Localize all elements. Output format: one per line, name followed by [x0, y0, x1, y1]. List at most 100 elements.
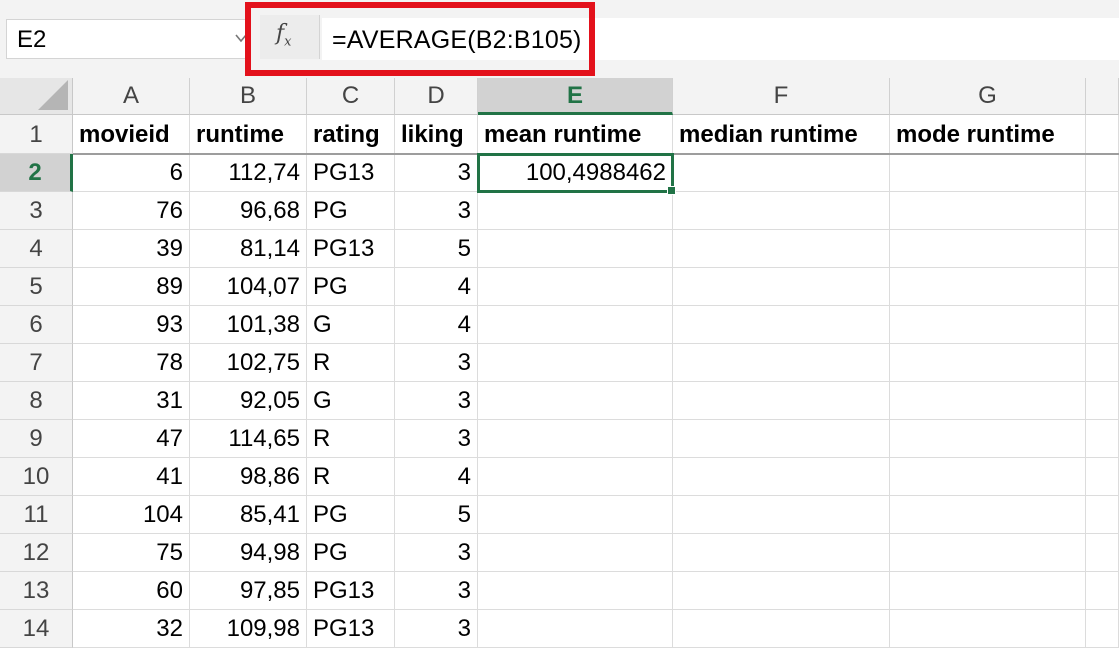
- cell-a11[interactable]: 104: [73, 496, 190, 534]
- header-cell-b[interactable]: runtime: [190, 115, 307, 154]
- cell-e7[interactable]: [478, 344, 673, 382]
- name-box[interactable]: E2: [6, 19, 250, 59]
- cell-b9[interactable]: 114,65: [190, 420, 307, 458]
- cell-e13[interactable]: [478, 572, 673, 610]
- cell-f10[interactable]: [673, 458, 890, 496]
- cell-a4[interactable]: 39: [73, 230, 190, 268]
- cell-e3[interactable]: [478, 192, 673, 230]
- cell-g10[interactable]: [890, 458, 1086, 496]
- cell-d3[interactable]: 3: [395, 192, 478, 230]
- row-header-8[interactable]: 8: [0, 382, 73, 420]
- cell-h10[interactable]: [1086, 458, 1119, 496]
- cell-f3[interactable]: [673, 192, 890, 230]
- cell-a14[interactable]: 32: [73, 610, 190, 648]
- column-header-h[interactable]: [1086, 78, 1119, 115]
- select-all-button[interactable]: [0, 78, 73, 115]
- cell-h5[interactable]: [1086, 268, 1119, 306]
- cell-a2[interactable]: 6: [73, 154, 190, 192]
- cell-g8[interactable]: [890, 382, 1086, 420]
- cell-c13[interactable]: PG13: [307, 572, 395, 610]
- cell-h8[interactable]: [1086, 382, 1119, 420]
- cell-e2[interactable]: 100,4988462: [478, 154, 673, 192]
- cell-d2[interactable]: 3: [395, 154, 478, 192]
- column-header-b[interactable]: B: [190, 78, 307, 115]
- cell-h6[interactable]: [1086, 306, 1119, 344]
- cell-c2[interactable]: PG13: [307, 154, 395, 192]
- row-header-6[interactable]: 6: [0, 306, 73, 344]
- cell-a13[interactable]: 60: [73, 572, 190, 610]
- cell-d6[interactable]: 4: [395, 306, 478, 344]
- cell-c12[interactable]: PG: [307, 534, 395, 572]
- cell-h2[interactable]: [1086, 154, 1119, 192]
- cell-h9[interactable]: [1086, 420, 1119, 458]
- cell-e5[interactable]: [478, 268, 673, 306]
- cell-b12[interactable]: 94,98: [190, 534, 307, 572]
- column-header-d[interactable]: D: [395, 78, 478, 115]
- cell-c5[interactable]: PG: [307, 268, 395, 306]
- cell-e14[interactable]: [478, 610, 673, 648]
- cell-e11[interactable]: [478, 496, 673, 534]
- header-cell-e[interactable]: mean runtime: [478, 115, 673, 154]
- cell-c6[interactable]: G: [307, 306, 395, 344]
- cell-g5[interactable]: [890, 268, 1086, 306]
- cell-e9[interactable]: [478, 420, 673, 458]
- cell-f11[interactable]: [673, 496, 890, 534]
- cell-b4[interactable]: 81,14: [190, 230, 307, 268]
- cell-a5[interactable]: 89: [73, 268, 190, 306]
- cell-d5[interactable]: 4: [395, 268, 478, 306]
- header-cell-g[interactable]: mode runtime: [890, 115, 1086, 154]
- cell-b5[interactable]: 104,07: [190, 268, 307, 306]
- cell-g13[interactable]: [890, 572, 1086, 610]
- insert-function-button[interactable]: fx: [260, 15, 320, 59]
- cell-h4[interactable]: [1086, 230, 1119, 268]
- cell-c3[interactable]: PG: [307, 192, 395, 230]
- cell-g2[interactable]: [890, 154, 1086, 192]
- cell-d14[interactable]: 3: [395, 610, 478, 648]
- cell-f8[interactable]: [673, 382, 890, 420]
- cell-d12[interactable]: 3: [395, 534, 478, 572]
- row-header-14[interactable]: 14: [0, 610, 73, 648]
- cell-h11[interactable]: [1086, 496, 1119, 534]
- cell-a7[interactable]: 78: [73, 344, 190, 382]
- cell-g6[interactable]: [890, 306, 1086, 344]
- row-header-9[interactable]: 9: [0, 420, 73, 458]
- column-header-c[interactable]: C: [307, 78, 395, 115]
- cell-b11[interactable]: 85,41: [190, 496, 307, 534]
- column-header-f[interactable]: F: [673, 78, 890, 115]
- cell-d7[interactable]: 3: [395, 344, 478, 382]
- cell-b10[interactable]: 98,86: [190, 458, 307, 496]
- cell-f5[interactable]: [673, 268, 890, 306]
- cell-a6[interactable]: 93: [73, 306, 190, 344]
- cell-e6[interactable]: [478, 306, 673, 344]
- cell-d9[interactable]: 3: [395, 420, 478, 458]
- row-header-12[interactable]: 12: [0, 534, 73, 572]
- cell-c7[interactable]: R: [307, 344, 395, 382]
- cell-h12[interactable]: [1086, 534, 1119, 572]
- cell-d11[interactable]: 5: [395, 496, 478, 534]
- cell-a10[interactable]: 41: [73, 458, 190, 496]
- cell-f13[interactable]: [673, 572, 890, 610]
- row-header-11[interactable]: 11: [0, 496, 73, 534]
- cell-b14[interactable]: 109,98: [190, 610, 307, 648]
- cell-f4[interactable]: [673, 230, 890, 268]
- row-header-2[interactable]: 2: [0, 154, 73, 192]
- cell-b7[interactable]: 102,75: [190, 344, 307, 382]
- chevron-down-icon[interactable]: [235, 32, 247, 44]
- header-cell-f[interactable]: median runtime: [673, 115, 890, 154]
- cell-c9[interactable]: R: [307, 420, 395, 458]
- cell-d8[interactable]: 3: [395, 382, 478, 420]
- cell-c10[interactable]: R: [307, 458, 395, 496]
- cell-d4[interactable]: 5: [395, 230, 478, 268]
- cell-g3[interactable]: [890, 192, 1086, 230]
- cell-b13[interactable]: 97,85: [190, 572, 307, 610]
- row-header-13[interactable]: 13: [0, 572, 73, 610]
- cell-f6[interactable]: [673, 306, 890, 344]
- cell-e12[interactable]: [478, 534, 673, 572]
- cell-b3[interactable]: 96,68: [190, 192, 307, 230]
- header-cell-a[interactable]: movieid: [73, 115, 190, 154]
- cell-g12[interactable]: [890, 534, 1086, 572]
- row-header-10[interactable]: 10: [0, 458, 73, 496]
- column-header-g[interactable]: G: [890, 78, 1086, 115]
- column-header-a[interactable]: A: [73, 78, 190, 115]
- cell-g11[interactable]: [890, 496, 1086, 534]
